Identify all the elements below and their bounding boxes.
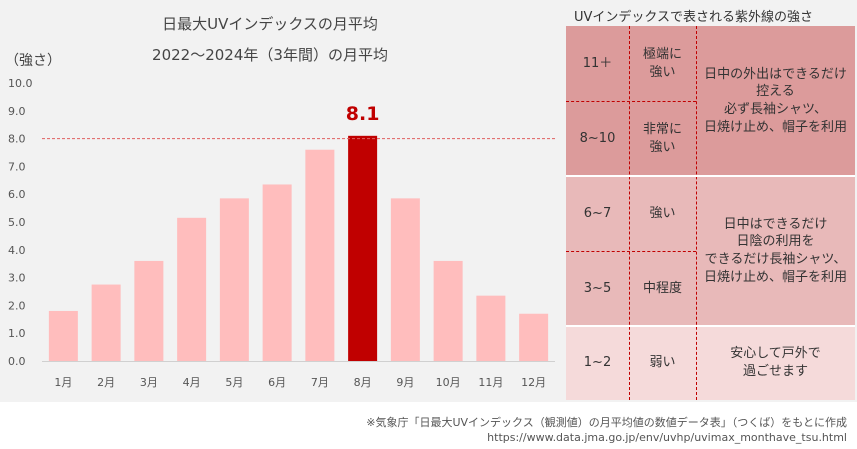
y-tick-label: 1.0 [8, 327, 26, 340]
x-tick-label: 5月 [225, 376, 243, 389]
uv-index-cell: 11＋ [566, 26, 629, 101]
y-tick-label: 6.0 [8, 188, 26, 201]
bar [433, 260, 463, 361]
y-tick-label: 4.0 [8, 244, 26, 257]
x-tick-label: 2月 [97, 376, 115, 389]
uv-level-cell: 極端に 強い [629, 26, 696, 101]
x-tick-label: 6月 [268, 376, 286, 389]
x-tick-label: 7月 [311, 376, 329, 389]
x-tick-label: 11月 [478, 376, 503, 389]
uv-index-cell: 3~5 [566, 251, 629, 326]
x-tick-label: 8月 [354, 376, 372, 389]
table-vline [629, 26, 630, 400]
bar [390, 198, 420, 361]
y-tick-label: 5.0 [8, 216, 26, 229]
bar [262, 184, 292, 361]
bar [134, 260, 164, 361]
table-group-divider [566, 325, 855, 327]
x-tick-label: 12月 [521, 376, 546, 389]
y-tick-label: 7.0 [8, 160, 26, 173]
y-tick-label: 9.0 [8, 105, 26, 118]
bar [91, 284, 121, 361]
x-tick-label: 10月 [436, 376, 461, 389]
source-url[interactable]: https://www.data.jma.go.jp/env/uvhp/uvim… [487, 430, 847, 444]
data-label: 8.1 [346, 103, 380, 125]
y-tick-label: 0.0 [8, 355, 26, 368]
x-tick-label: 4月 [183, 376, 201, 389]
advice-cell-mid: 日中はできるだけ 日陰の利用を できるだけ長袖シャツ、 日焼け止め、帽子を利用 [696, 176, 855, 326]
advice-cell-high: 日中の外出はできるだけ 控える 必ず長袖シャツ、 日焼け止め、帽子を利用 [696, 26, 855, 176]
uv-level-cell: 中程度 [629, 251, 696, 326]
y-axis-label: （強さ） [5, 53, 61, 69]
table-hline [566, 101, 696, 102]
y-tick-label: 2.0 [8, 299, 26, 312]
y-tick-label: 8.0 [8, 133, 26, 146]
source-line-1: ※気象庁「日最大UVインデックス（観測値）の月平均値の数値データ表」（つくば）を… [366, 416, 847, 429]
y-tick-label: 3.0 [8, 272, 26, 285]
uv-level-cell: 強い [629, 176, 696, 251]
source-note: ※気象庁「日最大UVインデックス（観測値）の月平均値の数値データ表」（つくば）を… [366, 416, 847, 446]
bar-plot: 0.0 1.0 2.0 3.0 4.0 5.0 6.0 7.0 8.0 9.0 10.0 1月 2月 3月… [8, 77, 555, 389]
bar [177, 217, 207, 361]
x-tick-label: 1月 [54, 376, 72, 389]
x-tick-label: 9月 [396, 376, 414, 389]
bar-highlight [348, 135, 378, 361]
table-group-divider [566, 175, 855, 177]
uv-index-cell: 8~10 [566, 101, 629, 176]
bar [219, 198, 249, 361]
uv-chart: 日最大UVインデックスの月平均 2022～2024年（3年間）の月平均 （強さ）… [5, 15, 555, 389]
x-tick-label: 3月 [140, 376, 158, 389]
bar [476, 295, 506, 361]
bar [519, 313, 549, 361]
bar [48, 310, 78, 361]
uv-level-cell: 非常に 強い [629, 101, 696, 176]
uv-level-cell: 弱い [629, 326, 696, 400]
uv-index-cell: 1~2 [566, 326, 629, 400]
advice-cell-low: 安心して戸外で 過ごせます [696, 326, 855, 400]
y-tick-label: 10.0 [8, 77, 33, 90]
table-vline [696, 26, 697, 400]
table-grid: 11＋ 極端に 強い 8~10 非常に 強い 6~7 強い 3~5 中程度 1~2 弱い 日中の外出はで… [566, 26, 855, 400]
chart-title: 日最大UVインデックスの月平均 [162, 15, 378, 33]
uv-strength-table: UVインデックスで表される紫外線の強さ 11＋ 極端に 強い 8~10 非常に 強い 6~7… [566, 0, 855, 402]
table-hline [566, 251, 696, 252]
uv-index-cell: 6~7 [566, 176, 629, 251]
chart-subtitle: 2022～2024年（3年間）の月平均 [152, 46, 388, 64]
table-title: UVインデックスで表される紫外線の強さ [574, 10, 814, 25]
bar [305, 149, 335, 361]
